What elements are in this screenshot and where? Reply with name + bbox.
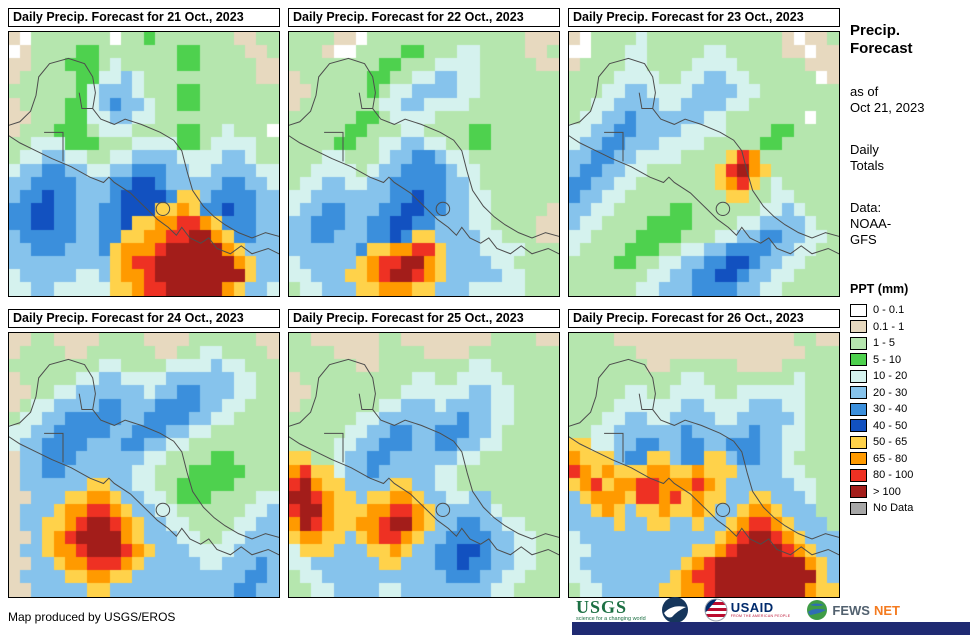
footer: Map produced by USGS/EROS USGS science f… xyxy=(0,597,970,635)
precip-raster xyxy=(289,333,559,597)
legend-swatch xyxy=(850,485,867,499)
legend-swatch xyxy=(850,320,867,334)
logos-row: USGS science for a changing world xyxy=(576,597,900,623)
usgs-logo-text: USGS xyxy=(576,596,628,617)
legend-swatch xyxy=(850,386,867,400)
legend-label: No Data xyxy=(873,502,914,515)
legend-swatch xyxy=(850,435,867,449)
asof-block: as of Oct 21, 2023 xyxy=(850,84,970,116)
data-source-line1: NOAA- xyxy=(850,216,892,231)
legend-label: 0 - 0.1 xyxy=(873,304,905,317)
legend-row: 5 - 10 xyxy=(850,352,970,369)
legend-label: 20 - 30 xyxy=(873,386,908,399)
totals-block: Daily Totals xyxy=(850,142,970,174)
precip-raster xyxy=(9,32,279,296)
legend-label: 1 - 5 xyxy=(873,337,896,350)
forecast-panel-oct23: Daily Precip. Forecast for 23 Oct., 2023 xyxy=(568,8,840,297)
precip-map-oct26 xyxy=(568,332,840,598)
legend-swatch xyxy=(850,452,867,466)
map-title-line2: Forecast xyxy=(850,40,913,57)
precip-map-oct22 xyxy=(288,31,560,297)
legend-swatch xyxy=(850,353,867,367)
totals-line1: Daily xyxy=(850,142,879,157)
map-credit: Map produced by USGS/EROS xyxy=(8,610,176,624)
legend-label: 80 - 100 xyxy=(873,469,914,482)
legend-label: 30 - 40 xyxy=(873,403,908,416)
legend-swatch xyxy=(850,419,867,433)
asof-label: as of xyxy=(850,84,879,99)
precip-map-oct23 xyxy=(568,31,840,297)
net-word: NET xyxy=(873,602,900,618)
legend-row: 30 - 40 xyxy=(850,401,970,418)
precip-map-oct24 xyxy=(8,332,280,598)
legend-row: 0.1 - 1 xyxy=(850,319,970,336)
panel-title: Daily Precip. Forecast for 22 Oct., 2023 xyxy=(288,8,560,27)
data-source-block: Data: NOAA- GFS xyxy=(850,200,970,248)
legend-label: 65 - 80 xyxy=(873,452,908,465)
legend-row: 50 - 65 xyxy=(850,434,970,451)
data-source-line2: GFS xyxy=(850,232,877,247)
usaid-logo-text: USAID xyxy=(730,600,774,616)
legend-swatch xyxy=(850,501,867,515)
legend-label: 50 - 65 xyxy=(873,436,908,449)
legend-row: 65 - 80 xyxy=(850,451,970,468)
forecast-panel-oct26: Daily Precip. Forecast for 26 Oct., 2023 xyxy=(568,309,840,598)
asof-date: Oct 21, 2023 xyxy=(850,100,925,115)
precip-raster xyxy=(569,32,839,296)
panel-title: Daily Precip. Forecast for 26 Oct., 2023 xyxy=(568,309,840,328)
legend-label: 5 - 10 xyxy=(873,353,902,366)
legend-label: 0.1 - 1 xyxy=(873,320,905,333)
map-title: Precip. Forecast xyxy=(850,22,970,58)
usaid-tagline: FROM THE AMERICAN PEOPLE xyxy=(730,614,791,619)
legend-row: > 100 xyxy=(850,484,970,501)
footer-navy-bar xyxy=(572,622,970,635)
legend-row: 10 - 20 xyxy=(850,368,970,385)
legend-swatch xyxy=(850,336,867,350)
legend-swatch xyxy=(850,303,867,317)
map-title-line1: Precip. xyxy=(850,22,901,39)
usaid-text-block: USAID FROM THE AMERICAN PEOPLE xyxy=(731,601,791,619)
panel-title: Daily Precip. Forecast for 23 Oct., 2023 xyxy=(568,8,840,27)
legend-row: 1 - 5 xyxy=(850,335,970,352)
legend-title: PPT (mm) xyxy=(850,282,909,296)
fewsnet-logo: FEWS NET xyxy=(806,599,900,621)
legend-swatch xyxy=(850,369,867,383)
forecast-panel-oct24: Daily Precip. Forecast for 24 Oct., 2023 xyxy=(8,309,280,598)
precip-raster xyxy=(289,32,559,296)
usaid-logo: USAID FROM THE AMERICAN PEOPLE xyxy=(704,598,791,622)
panel-title: Daily Precip. Forecast for 24 Oct., 2023 xyxy=(8,309,280,328)
legend-row: 0 - 0.1 xyxy=(850,302,970,319)
forecast-panel-oct25: Daily Precip. Forecast for 25 Oct., 2023 xyxy=(288,309,560,598)
info-sidebar: Precip. Forecast as of Oct 21, 2023 Dail… xyxy=(840,8,970,598)
fewsnet-globe-icon xyxy=(807,600,828,620)
noaa-seagull-icon xyxy=(661,597,688,623)
usgs-tagline: science for a changing world xyxy=(576,615,646,622)
noaa-logo xyxy=(661,597,688,623)
legend-swatch xyxy=(850,468,867,482)
legend-row: 40 - 50 xyxy=(850,418,970,435)
precip-map-oct25 xyxy=(288,332,560,598)
usaid-flag-icon xyxy=(704,598,728,622)
precip-raster xyxy=(569,333,839,597)
legend-label: 10 - 20 xyxy=(873,370,908,383)
legend-swatch xyxy=(850,402,867,416)
legend-row: No Data xyxy=(850,500,970,517)
ppt-legend: PPT (mm) 0 - 0.1 0.1 - 1 1 - 5 5 - 10 10… xyxy=(850,282,970,517)
usgs-logo: USGS science for a changing world xyxy=(576,598,646,623)
forecast-panel-oct22: Daily Precip. Forecast for 22 Oct., 2023 xyxy=(288,8,560,297)
forecast-panel-oct21: Daily Precip. Forecast for 21 Oct., 2023 xyxy=(8,8,280,297)
legend-label: 40 - 50 xyxy=(873,419,908,432)
precip-map-oct21 xyxy=(8,31,280,297)
fews-word: FEWS xyxy=(832,602,870,618)
data-source-label: Data: xyxy=(850,200,882,215)
legend-row: 80 - 100 xyxy=(850,467,970,484)
panel-title: Daily Precip. Forecast for 21 Oct., 2023 xyxy=(8,8,280,27)
panel-title: Daily Precip. Forecast for 25 Oct., 2023 xyxy=(288,309,560,328)
precip-raster xyxy=(9,333,279,597)
legend-row: 20 - 30 xyxy=(850,385,970,402)
maps-grid: Daily Precip. Forecast for 21 Oct., 2023… xyxy=(8,8,840,598)
totals-line2: Totals xyxy=(850,158,884,173)
legend-label: > 100 xyxy=(873,485,901,498)
